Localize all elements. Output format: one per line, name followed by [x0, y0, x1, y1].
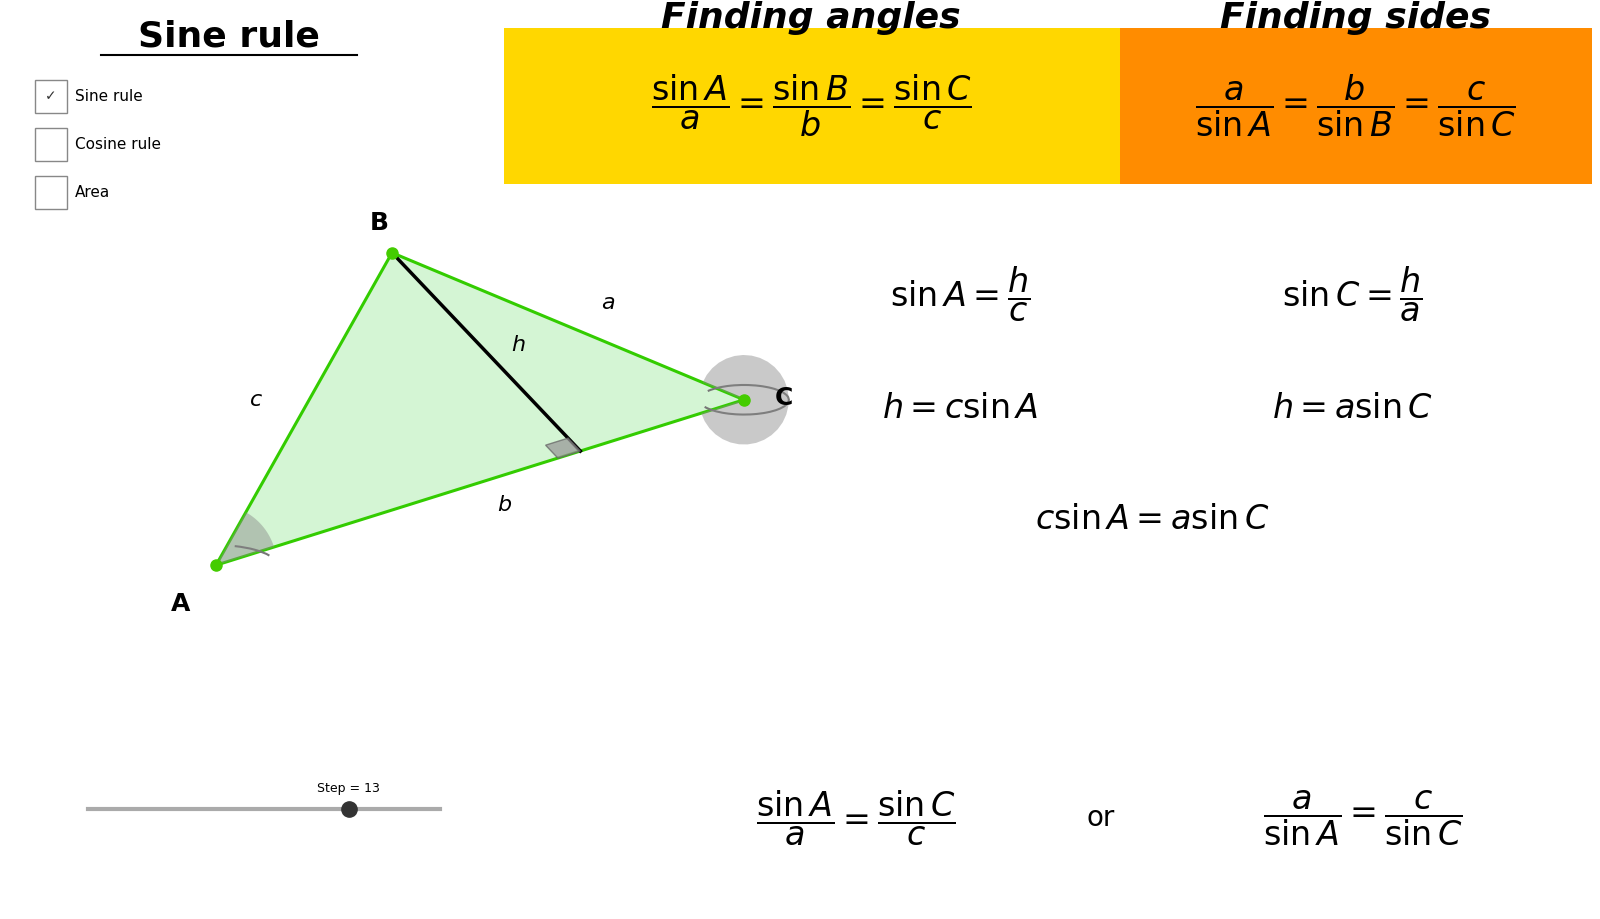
FancyBboxPatch shape	[35, 176, 67, 209]
Polygon shape	[216, 253, 744, 565]
Text: $\dfrac{a}{\sin A} = \dfrac{b}{\sin B} = \dfrac{c}{\sin C}$: $\dfrac{a}{\sin A} = \dfrac{b}{\sin B} =…	[1195, 73, 1515, 139]
Text: Sine rule: Sine rule	[138, 20, 320, 53]
FancyBboxPatch shape	[1120, 28, 1592, 184]
Text: Cosine rule: Cosine rule	[75, 137, 162, 152]
Text: ✓: ✓	[45, 89, 58, 104]
Text: b: b	[498, 495, 510, 516]
FancyBboxPatch shape	[504, 28, 1120, 184]
Text: or: or	[1086, 804, 1115, 832]
Text: Sine rule: Sine rule	[75, 89, 142, 104]
Text: a: a	[602, 293, 614, 313]
Text: $h = c \sin A$: $h = c \sin A$	[882, 392, 1038, 425]
Polygon shape	[701, 355, 789, 445]
Text: Finding sides: Finding sides	[1219, 2, 1491, 35]
Text: h: h	[510, 335, 525, 355]
Text: Step = 13: Step = 13	[317, 782, 381, 795]
Text: Finding angles: Finding angles	[661, 2, 962, 35]
Text: $\sin C = \dfrac{h}{a}$: $\sin C = \dfrac{h}{a}$	[1282, 265, 1422, 323]
Text: $h = a \sin C$: $h = a \sin C$	[1272, 392, 1432, 425]
Text: c: c	[250, 390, 262, 410]
FancyBboxPatch shape	[35, 80, 67, 113]
Text: $\dfrac{\sin A}{a} = \dfrac{\sin C}{c}$: $\dfrac{\sin A}{a} = \dfrac{\sin C}{c}$	[757, 789, 955, 847]
Text: $\dfrac{a}{\sin A} = \dfrac{c}{\sin C}$: $\dfrac{a}{\sin A} = \dfrac{c}{\sin C}$	[1264, 789, 1462, 847]
Polygon shape	[546, 438, 581, 458]
Text: $\dfrac{\sin A}{a} = \dfrac{\sin B}{b} = \dfrac{\sin C}{c}$: $\dfrac{\sin A}{a} = \dfrac{\sin B}{b} =…	[651, 73, 971, 139]
Text: C: C	[774, 386, 794, 410]
FancyBboxPatch shape	[35, 128, 67, 161]
Polygon shape	[216, 512, 274, 565]
Text: $\sin A = \dfrac{h}{c}$: $\sin A = \dfrac{h}{c}$	[890, 265, 1030, 323]
Text: A: A	[171, 592, 190, 616]
Text: $c \sin A = a \sin C$: $c \sin A = a \sin C$	[1035, 503, 1269, 536]
Text: Area: Area	[75, 185, 110, 199]
Text: B: B	[370, 211, 389, 235]
